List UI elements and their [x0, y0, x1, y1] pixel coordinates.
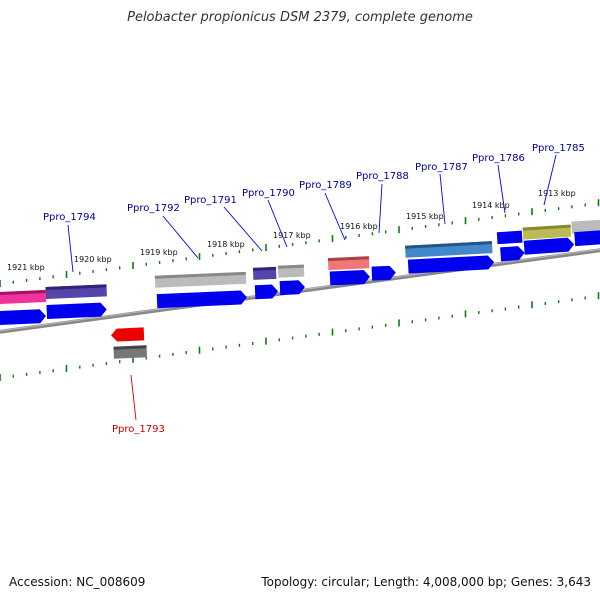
kbp-label-1921: 1921 kbp	[7, 263, 45, 272]
gene-label-ppro-1792[interactable]: Ppro_1792	[127, 203, 180, 214]
kbp-label-1920: 1920 kbp	[74, 255, 112, 264]
forward-gene-arrow[interactable]	[407, 255, 495, 274]
feature-bar[interactable]	[113, 345, 147, 350]
feature-bar[interactable]	[327, 256, 370, 262]
forward-gene-arrow[interactable]	[329, 269, 371, 286]
leader-line	[543, 154, 557, 206]
gene-labels: Ppro_1794 Ppro_1792 Ppro_1791 Ppro_1790 …	[43, 143, 585, 435]
forward-gene-arrow[interactable]	[500, 246, 525, 262]
kbp-label-1916: 1916 kbp	[340, 222, 378, 231]
genome-summary: Topology: circular; Length: 4,008,000 bp…	[261, 575, 591, 589]
feature-bar[interactable]	[277, 264, 304, 269]
gene-label-ppro-1791[interactable]: Ppro_1791	[184, 195, 237, 206]
reverse-features	[110, 327, 147, 359]
feature-bar[interactable]	[154, 271, 246, 279]
forward-gene-arrow[interactable]	[0, 309, 46, 326]
tick-row-lower	[0, 292, 600, 381]
leader-line	[439, 173, 446, 225]
forward-gene-arrow[interactable]	[156, 290, 248, 309]
forward-gene-arrow[interactable]	[574, 229, 600, 247]
feature-bar[interactable]	[522, 224, 571, 231]
forward-gene-arrow[interactable]	[371, 265, 397, 281]
leader-line	[130, 374, 137, 421]
tick-row-upper	[0, 199, 600, 287]
reverse-gene-arrow[interactable]	[110, 327, 145, 342]
gene-label-ppro-1789[interactable]: Ppro_1789	[299, 180, 352, 191]
genome-title: Pelobacter propionicus DSM 2379, complet…	[127, 10, 473, 25]
leader-line	[267, 199, 288, 248]
gene-label-ppro-1793[interactable]: Ppro_1793	[112, 424, 165, 435]
feature-bars-upper	[0, 219, 600, 305]
feature-bar[interactable]	[0, 290, 46, 296]
forward-gene-arrow[interactable]	[46, 302, 107, 319]
kbp-labels: 1921 kbp 1920 kbp 1919 kbp 1918 kbp 1917…	[7, 189, 576, 272]
gene-label-ppro-1790[interactable]: Ppro_1790	[242, 188, 295, 199]
kbp-label-1913: 1913 kbp	[538, 189, 576, 198]
kbp-label-1915: 1915 kbp	[406, 212, 444, 221]
kbp-label-1917: 1917 kbp	[273, 231, 311, 240]
gene-label-ppro-1785[interactable]: Ppro_1785	[532, 143, 585, 154]
forward-arrows	[0, 229, 600, 326]
gene-label-ppro-1788[interactable]: Ppro_1788	[356, 171, 409, 182]
feature-bar[interactable]	[252, 266, 277, 271]
gene-label-ppro-1787[interactable]: Ppro_1787	[415, 162, 468, 173]
kbp-label-1914: 1914 kbp	[472, 201, 510, 210]
feature-bar[interactable]	[571, 219, 600, 234]
leader-line	[223, 206, 263, 252]
leader-line	[67, 224, 74, 273]
feature-bar[interactable]	[45, 284, 107, 291]
leader-line	[324, 192, 346, 241]
feature-bar[interactable]	[405, 241, 493, 249]
forward-gene-arrow[interactable]	[254, 284, 279, 300]
gene-label-ppro-1794[interactable]: Ppro_1794	[43, 212, 96, 223]
kbp-label-1919: 1919 kbp	[140, 248, 178, 257]
forward-gene-arrow[interactable]	[279, 280, 306, 296]
leader-line	[378, 183, 383, 234]
feature-bar[interactable]	[496, 230, 523, 245]
leader-line	[162, 215, 199, 259]
accession-label: Accession: NC_008609	[9, 575, 146, 589]
gene-label-ppro-1786[interactable]: Ppro_1786	[472, 153, 525, 164]
gene-leader-lines	[67, 154, 557, 421]
leader-line	[497, 164, 506, 214]
kbp-label-1918: 1918 kbp	[207, 240, 245, 249]
forward-gene-arrow[interactable]	[523, 237, 575, 255]
